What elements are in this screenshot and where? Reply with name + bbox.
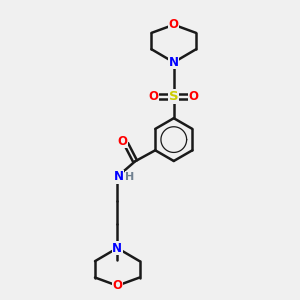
Text: O: O bbox=[149, 90, 159, 103]
Text: O: O bbox=[169, 18, 179, 31]
Text: O: O bbox=[189, 90, 199, 103]
Text: N: N bbox=[114, 170, 124, 183]
Text: O: O bbox=[112, 279, 122, 292]
Text: H: H bbox=[125, 172, 134, 182]
Text: S: S bbox=[169, 90, 178, 103]
Text: O: O bbox=[118, 135, 128, 148]
Text: N: N bbox=[112, 242, 122, 255]
Text: N: N bbox=[169, 56, 179, 69]
